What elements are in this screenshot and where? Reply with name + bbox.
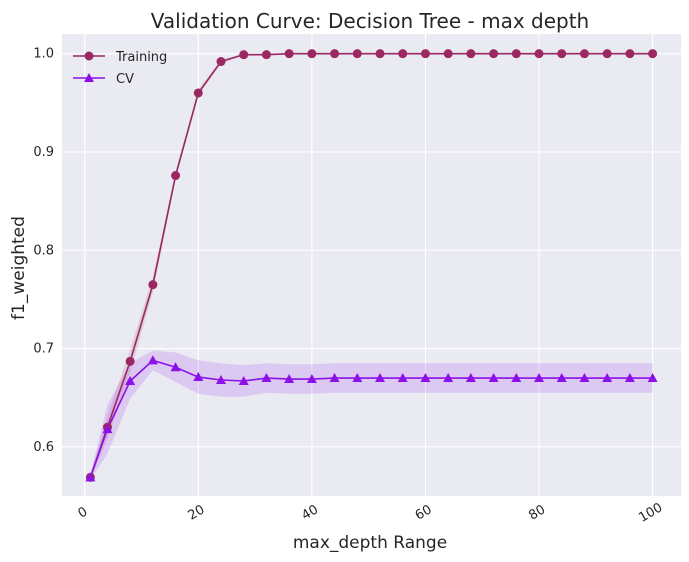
cv-point (488, 373, 499, 383)
training-point (375, 49, 385, 59)
training-point (466, 49, 476, 59)
training-point (148, 280, 158, 290)
cv-point (193, 372, 204, 382)
x-tick-label: 60 (413, 502, 435, 523)
cv-point (534, 373, 545, 383)
training-point (625, 49, 635, 59)
plot-background (62, 34, 681, 496)
cv-point (443, 373, 454, 383)
cv-point (375, 373, 386, 383)
cv-point (556, 373, 567, 383)
cv-point (170, 362, 181, 372)
training-point (284, 49, 294, 59)
x-tick-labels: 0 20 40 60 80 100 (76, 500, 666, 525)
legend-label-cv: CV (116, 72, 134, 87)
x-tick-label: 80 (526, 502, 548, 523)
cv-point (102, 424, 113, 434)
training-point (330, 49, 340, 59)
x-tick-label: 100 (636, 500, 665, 525)
training-point (398, 49, 408, 59)
y-tick-labels: 0.6 0.7 0.8 0.9 1.0 (33, 47, 54, 455)
cv-point (329, 373, 340, 383)
cv-band (90, 350, 653, 481)
cv-point (216, 375, 227, 385)
training-point (489, 49, 499, 59)
cv-point (465, 373, 476, 383)
y-tick-label: 0.6 (33, 440, 54, 455)
training-point (239, 50, 249, 60)
legend: Training CV (73, 50, 167, 87)
cv-point (624, 373, 635, 383)
training-point (443, 49, 453, 59)
cv-line (89, 359, 653, 478)
training-point (261, 50, 271, 60)
training-point (534, 49, 544, 59)
cv-point (420, 373, 431, 383)
training-point (420, 49, 430, 59)
legend-label-training: Training (115, 50, 167, 65)
cv-point (397, 373, 408, 383)
chart-title: Validation Curve: Decision Tree - max de… (151, 9, 589, 33)
legend-marker-cv (84, 73, 94, 82)
y-tick-label: 1.0 (33, 47, 54, 62)
training-point (216, 57, 226, 67)
training-point (307, 49, 317, 59)
cv-point (125, 375, 136, 385)
cv-point (85, 472, 96, 482)
legend-marker-training (84, 51, 94, 61)
cv-point (261, 373, 272, 383)
grid-lines (62, 34, 681, 496)
y-axis-label: f1_weighted (9, 216, 29, 320)
training-point (602, 49, 612, 59)
cv-point (306, 374, 317, 384)
training-point (352, 49, 362, 59)
confidence-bands (90, 53, 653, 481)
x-axis-label: max_depth Range (293, 533, 447, 553)
legend-item-training: Training (73, 50, 167, 65)
cv-point (602, 373, 613, 383)
cv-point (647, 373, 658, 383)
training-point (511, 49, 521, 59)
x-tick-label: 20 (186, 502, 208, 523)
cv-point (352, 373, 363, 383)
cv-point (579, 373, 590, 383)
training-point (193, 88, 203, 98)
x-tick-label: 0 (76, 504, 91, 521)
training-point (648, 49, 658, 59)
y-tick-label: 0.7 (33, 342, 54, 357)
cv-point (238, 375, 249, 385)
y-tick-label: 0.9 (33, 145, 54, 160)
cv-point (284, 374, 295, 384)
x-tick-label: 40 (299, 502, 321, 523)
cv-point (147, 355, 158, 365)
cv-point (511, 373, 522, 383)
training-point (579, 49, 589, 59)
y-tick-label: 0.8 (33, 243, 54, 258)
training-point (125, 356, 135, 366)
training-point (171, 171, 181, 181)
training-point (557, 49, 567, 59)
legend-item-cv: CV (73, 72, 134, 87)
series-markers (85, 49, 658, 482)
